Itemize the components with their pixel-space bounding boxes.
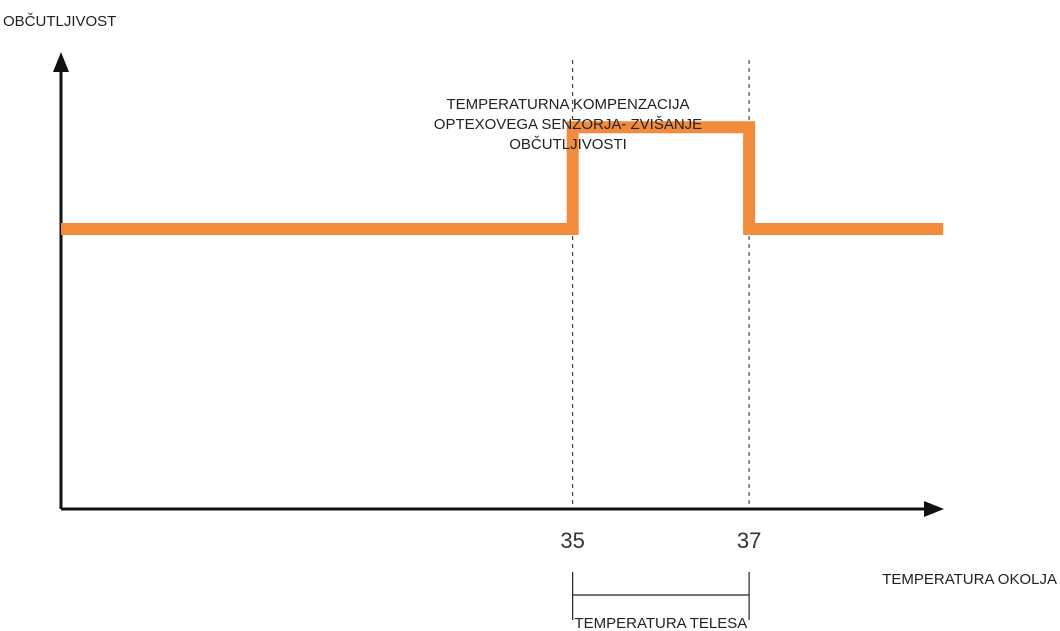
y-axis-label: OBČUTLJIVOST — [3, 13, 116, 30]
annotation-line-3: OBČUTLJIVOSTI — [509, 136, 627, 153]
annotation-line-1: TEMPERATURNA KOMPENZACIJA — [446, 96, 689, 113]
x-axis-label: TEMPERATURA OKOLJA — [882, 571, 1057, 588]
x-tick-label-37: 37 — [737, 528, 761, 553]
range-label: TEMPERATURA TELESA — [574, 615, 747, 631]
y-axis-arrow-icon — [53, 52, 69, 72]
x-axis-arrow-icon — [924, 501, 944, 517]
x-tick-label-35: 35 — [560, 528, 584, 553]
annotation-line-2: OPTEXOVEGA SENZORJA- ZVIŠANJE — [434, 116, 702, 133]
sensitivity-step-line — [61, 121, 944, 235]
